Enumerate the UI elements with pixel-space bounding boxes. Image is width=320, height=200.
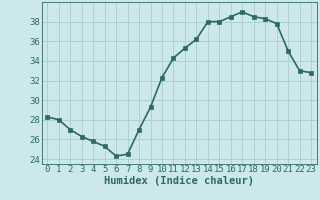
X-axis label: Humidex (Indice chaleur): Humidex (Indice chaleur): [104, 176, 254, 186]
